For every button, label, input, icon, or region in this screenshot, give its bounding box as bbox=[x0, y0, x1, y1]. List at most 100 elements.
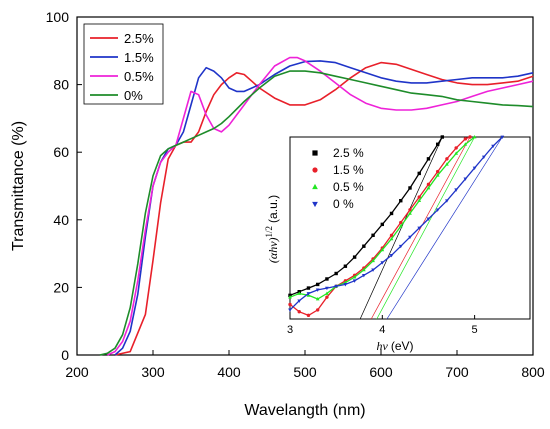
inset-point-2-5 bbox=[380, 222, 385, 227]
inset-x-axis-label: hv (eV) bbox=[377, 339, 414, 353]
inset-legend-marker-2-5 bbox=[312, 150, 318, 156]
inset-point-1-5 bbox=[297, 310, 301, 314]
main-x-tick-label: 800 bbox=[521, 364, 545, 380]
inset-point-0 bbox=[417, 226, 422, 231]
inset-x-tick-label: 3 bbox=[287, 324, 293, 336]
inset-point-0-5 bbox=[297, 291, 302, 295]
inset-point-0-5 bbox=[371, 258, 375, 263]
inset-legend-label-0: 0 % bbox=[333, 197, 354, 211]
inset-point-0-5 bbox=[361, 267, 366, 272]
series-line-2-5 bbox=[114, 61, 534, 356]
main-x-axis-label: Wavelangth (nm) bbox=[244, 402, 365, 419]
inset-x-axis-unit: (eV) bbox=[391, 339, 414, 353]
series-line-0 bbox=[99, 70, 534, 356]
inset-point-1-5 bbox=[468, 135, 472, 139]
inset-ticks: 3 4 5 bbox=[287, 315, 478, 336]
inset-point-0-5 bbox=[408, 211, 412, 215]
inset-point-0 bbox=[306, 292, 311, 296]
inset-point-0 bbox=[288, 308, 292, 312]
inset-fit-line-3 bbox=[386, 136, 503, 320]
main-y-tick-label: 100 bbox=[46, 9, 70, 25]
inset-fit-line-2 bbox=[376, 136, 475, 320]
inset-point-0 bbox=[371, 268, 375, 272]
inset-point-0 bbox=[435, 208, 440, 212]
inset-point-2-5 bbox=[440, 135, 445, 139]
inset-point-0 bbox=[445, 199, 449, 203]
inset-point-0 bbox=[491, 144, 495, 149]
inset-point-0 bbox=[297, 299, 302, 303]
inset-point-1-5 bbox=[389, 233, 394, 237]
main-x-tick-label: 200 bbox=[65, 364, 89, 380]
inset-point-0-5 bbox=[380, 247, 385, 252]
inset-legend-marker-0-5 bbox=[312, 183, 318, 190]
inset-point-2-5 bbox=[334, 271, 338, 276]
inset-point-1-5 bbox=[325, 295, 329, 299]
inset-point-2-5 bbox=[306, 286, 311, 290]
main-x-tick-label: 700 bbox=[445, 364, 469, 380]
inset-point-0 bbox=[334, 284, 339, 289]
legend-label-0-5: 0.5% bbox=[124, 69, 154, 84]
inset-point-2-5 bbox=[417, 171, 421, 176]
inset-point-2-5 bbox=[399, 199, 403, 203]
inset-series-group bbox=[288, 134, 505, 318]
inset-point-1-5 bbox=[435, 169, 440, 174]
inset-point-2-5 bbox=[435, 142, 440, 146]
inset-point-0 bbox=[352, 279, 357, 283]
inset-point-0 bbox=[380, 261, 385, 265]
inset-fit-lines bbox=[359, 136, 503, 320]
inset-legend-marker-1-5 bbox=[312, 167, 318, 173]
inset-legend: 2.5 % 1.5 % 0.5 % 0 % bbox=[312, 146, 364, 211]
inset-point-0 bbox=[408, 235, 412, 240]
inset-point-2-5 bbox=[389, 211, 394, 216]
inset-point-1-5 bbox=[445, 157, 449, 161]
inset-point-1-5 bbox=[315, 308, 320, 312]
inset-point-0 bbox=[454, 188, 459, 192]
inset-point-0 bbox=[463, 177, 468, 181]
inset-point-1-5 bbox=[408, 208, 412, 212]
inset-point-0-5 bbox=[398, 224, 403, 228]
inset-y-axis-symbol: (αhν) bbox=[266, 237, 280, 263]
inset-series-line-0 bbox=[289, 136, 503, 311]
inset-legend-label-2-5: 2.5 % bbox=[333, 146, 364, 160]
inset-y-axis-unit: (a.u.) bbox=[266, 195, 280, 223]
inset-point-0-5 bbox=[435, 173, 440, 177]
inset-point-0 bbox=[343, 283, 348, 287]
inset-legend-marker-0 bbox=[312, 201, 318, 208]
inset-point-0 bbox=[389, 253, 394, 258]
inset-point-1-5 bbox=[454, 146, 458, 150]
main-x-tick-label: 600 bbox=[369, 364, 393, 380]
inset-point-0 bbox=[361, 273, 366, 278]
inset-point-0-5 bbox=[389, 236, 394, 241]
inset-legend-label-1-5: 1.5 % bbox=[333, 163, 364, 177]
inset-x-axis-symbol: hv bbox=[377, 339, 389, 353]
inset-point-2-5 bbox=[325, 277, 329, 281]
main-y-tick-label: 80 bbox=[53, 77, 69, 93]
inset-x-tick-label: 4 bbox=[379, 324, 385, 336]
main-x-tick-label: 400 bbox=[217, 364, 241, 380]
main-ticks: 200 300 400 500 600 700 800 0 20 40 60 80 100 bbox=[46, 9, 545, 380]
inset-point-0-5 bbox=[288, 295, 292, 299]
inset-point-0-5 bbox=[463, 142, 468, 146]
inset-x-tick-label: 5 bbox=[472, 324, 478, 336]
inset-point-2-5 bbox=[426, 157, 431, 161]
main-y-tick-label: 0 bbox=[61, 347, 69, 363]
inset-point-1-5 bbox=[426, 182, 431, 187]
inset-point-0-5 bbox=[445, 162, 449, 166]
inset-point-2-5 bbox=[408, 186, 412, 190]
inset-point-1-5 bbox=[399, 220, 403, 225]
inset-point-0-5 bbox=[426, 185, 431, 190]
inset-point-2-5 bbox=[352, 255, 357, 259]
inset-point-0-5 bbox=[472, 134, 477, 139]
main-y-tick-label: 20 bbox=[53, 279, 69, 295]
main-y-tick-label: 60 bbox=[53, 144, 69, 160]
inset-point-0-5 bbox=[417, 198, 422, 203]
inset-point-2-5 bbox=[315, 282, 320, 287]
inset-point-0 bbox=[315, 288, 320, 292]
inset-y-axis-label: (αhν)1/2 (a.u.) bbox=[264, 195, 280, 263]
main-series-group bbox=[99, 56, 534, 356]
inset-point-0 bbox=[426, 217, 431, 221]
inset-y-axis-superscript: 1/2 bbox=[264, 226, 274, 238]
inset-point-0-5 bbox=[454, 151, 459, 155]
inset-chart: 3 4 5 2.5 % 1.5 % 0.5 % 0 % hv (eV) (αhν)1/2 (a… bbox=[264, 134, 531, 353]
